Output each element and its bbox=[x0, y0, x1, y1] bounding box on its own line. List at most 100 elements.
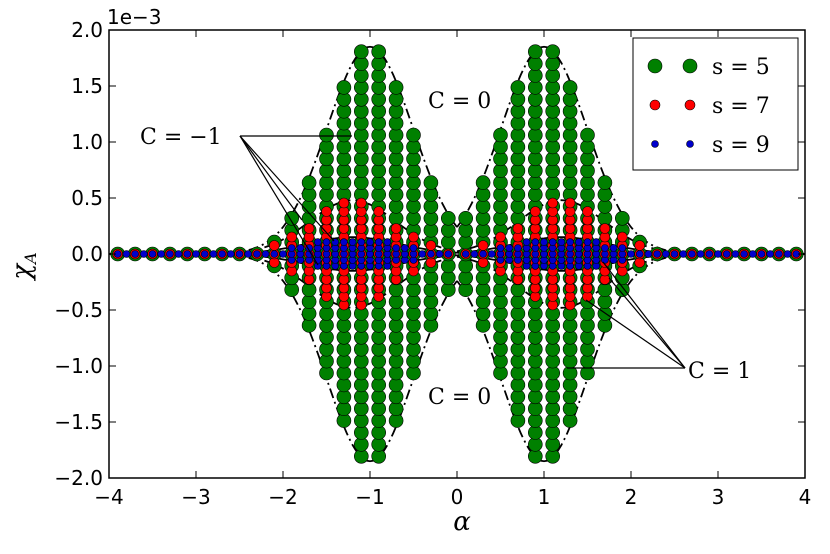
y-tick-label: 1.5 bbox=[71, 74, 103, 98]
data-point bbox=[435, 250, 444, 258]
data-point bbox=[409, 244, 418, 252]
data-point bbox=[418, 250, 427, 258]
x-tick-label: 1 bbox=[538, 485, 551, 509]
data-point bbox=[601, 244, 609, 252]
data-point bbox=[582, 206, 593, 217]
data-point bbox=[140, 250, 148, 258]
y-tick-label: 0.0 bbox=[71, 242, 103, 266]
annotation-pointer bbox=[608, 277, 686, 369]
y-tick-label: −1.0 bbox=[54, 354, 103, 378]
data-point bbox=[388, 80, 404, 95]
data-point bbox=[400, 244, 409, 252]
x-tick-label: −2 bbox=[268, 485, 297, 509]
data-point bbox=[373, 206, 385, 217]
data-point bbox=[408, 231, 419, 243]
data-point bbox=[574, 238, 583, 246]
data-point bbox=[423, 175, 439, 190]
data-point bbox=[366, 238, 374, 246]
data-point bbox=[336, 80, 352, 95]
data-point bbox=[487, 250, 496, 258]
data-point bbox=[321, 206, 332, 217]
data-point bbox=[688, 250, 696, 258]
data-point bbox=[634, 240, 646, 251]
data-point bbox=[390, 223, 402, 234]
data-point bbox=[493, 127, 508, 143]
data-point bbox=[512, 223, 524, 234]
data-point bbox=[496, 244, 505, 252]
annotation-label: C = 0 bbox=[428, 385, 491, 410]
data-point bbox=[270, 250, 279, 258]
data-point bbox=[192, 250, 200, 258]
data-point bbox=[545, 44, 561, 60]
data-point bbox=[670, 250, 679, 258]
scatter-points bbox=[110, 44, 804, 464]
data-point bbox=[322, 238, 331, 246]
y-tick-label: −1.5 bbox=[54, 410, 103, 434]
data-point bbox=[209, 250, 218, 258]
data-point bbox=[313, 238, 322, 246]
data-point bbox=[425, 240, 437, 251]
annotation-pointer bbox=[602, 261, 686, 369]
data-point bbox=[427, 250, 435, 258]
annotation-label: C = 1 bbox=[688, 359, 751, 384]
annotation-pointer bbox=[239, 135, 319, 266]
data-point bbox=[592, 238, 601, 246]
data-point bbox=[618, 244, 627, 252]
y-tick-label: 2.0 bbox=[71, 18, 103, 42]
data-point bbox=[514, 244, 522, 252]
data-point bbox=[286, 231, 298, 243]
data-point bbox=[458, 211, 474, 226]
data-point bbox=[722, 250, 731, 258]
x-tick-label: 2 bbox=[625, 485, 638, 509]
data-point bbox=[740, 250, 748, 258]
y-tick-label: −0.5 bbox=[54, 298, 103, 322]
legend-box bbox=[632, 37, 799, 171]
y-tick-label: 1.0 bbox=[71, 130, 103, 154]
data-point bbox=[757, 250, 766, 258]
data-point bbox=[148, 250, 157, 258]
data-point bbox=[583, 238, 592, 246]
data-point bbox=[479, 250, 487, 258]
data-point bbox=[783, 250, 792, 258]
data-point bbox=[614, 211, 630, 226]
data-point bbox=[562, 80, 578, 95]
data-point bbox=[406, 127, 421, 143]
y-tick-label: −2.0 bbox=[54, 466, 103, 490]
annotation-pointer bbox=[239, 135, 303, 221]
svg-text:χA: χA bbox=[7, 252, 40, 281]
data-point bbox=[775, 250, 783, 258]
data-point bbox=[548, 238, 557, 246]
data-point bbox=[748, 250, 757, 258]
annotation-pointer bbox=[239, 135, 335, 242]
data-point bbox=[547, 197, 559, 209]
data-point bbox=[348, 238, 357, 246]
data-point bbox=[564, 197, 576, 209]
x-tick-label: −1 bbox=[355, 485, 384, 509]
data-point bbox=[661, 250, 670, 258]
data-point bbox=[338, 197, 350, 209]
data-point bbox=[766, 250, 775, 258]
axis-ticks bbox=[108, 29, 806, 479]
annotation-label: C = 0 bbox=[428, 89, 491, 114]
data-point bbox=[374, 238, 383, 246]
data-point bbox=[355, 197, 367, 209]
data-point bbox=[616, 231, 628, 243]
y-tick-label: 0.5 bbox=[71, 186, 103, 210]
envelope-line bbox=[109, 253, 458, 463]
data-point bbox=[340, 238, 348, 246]
axis-tick-labels: −4 −3 −2 −1 0 1 2 3 4 −2.0 −1.5 −1.0 −0.5 0.0 0.5 1.0 1.… bbox=[54, 18, 811, 509]
data-point bbox=[635, 250, 644, 258]
x-axis-label: α bbox=[453, 507, 471, 537]
data-point bbox=[461, 250, 470, 258]
legend-marker bbox=[647, 58, 663, 74]
data-point bbox=[679, 250, 688, 258]
x-tick-label: −4 bbox=[94, 485, 123, 509]
legend-marker bbox=[649, 99, 661, 111]
annotations: C = 0 C = 0 C = −1 C = 1 bbox=[140, 89, 751, 410]
envelope-line bbox=[456, 253, 805, 463]
data-point bbox=[383, 238, 392, 246]
legend-label: s = 7 bbox=[712, 94, 770, 119]
y-axis-label-main: χ bbox=[7, 262, 37, 282]
data-point bbox=[174, 250, 183, 258]
data-point bbox=[475, 175, 491, 190]
